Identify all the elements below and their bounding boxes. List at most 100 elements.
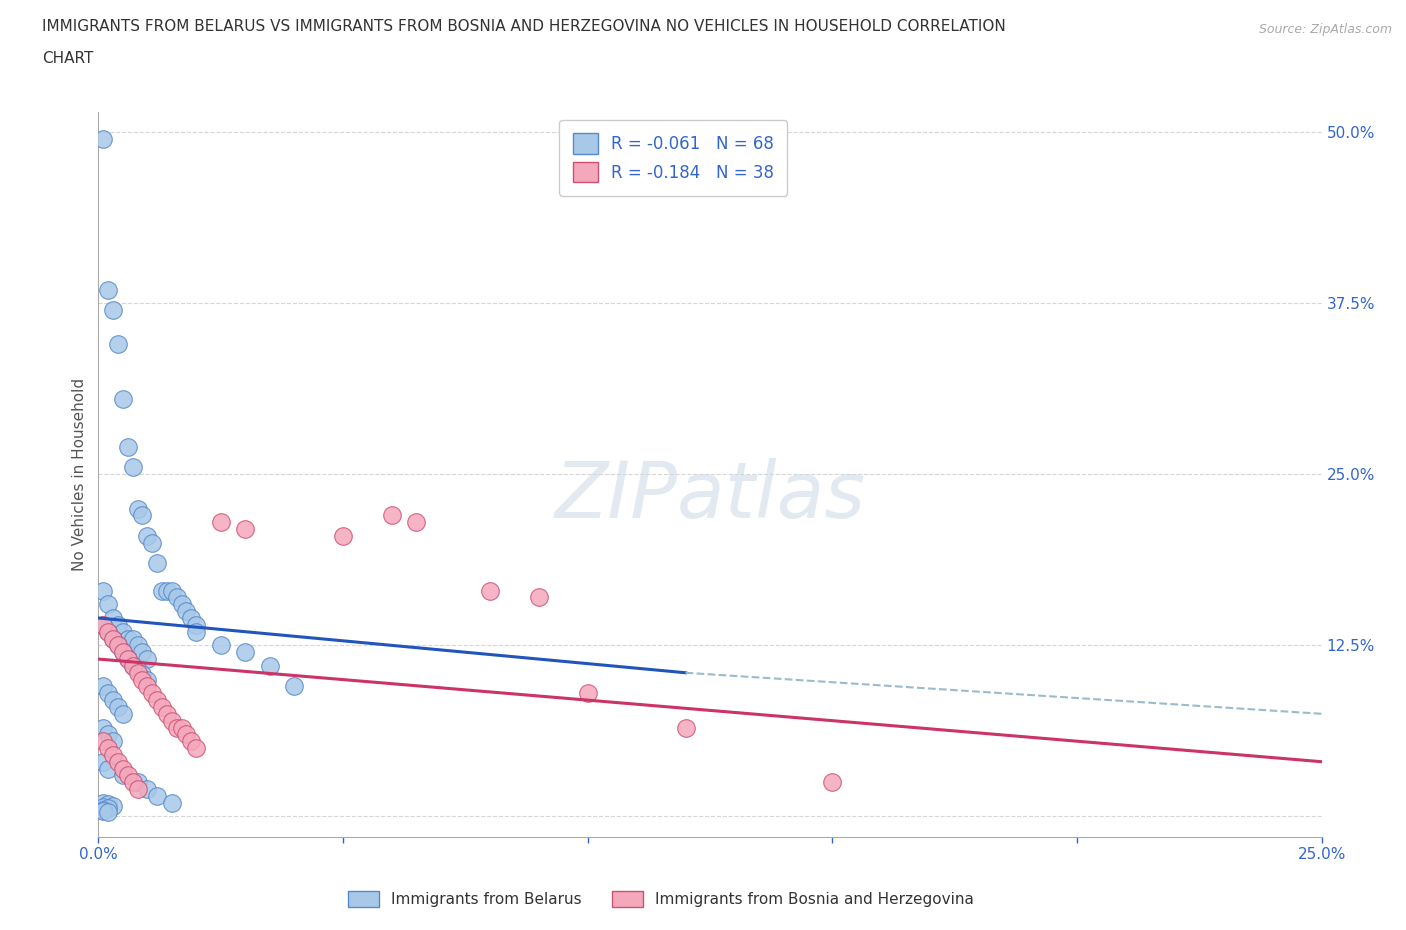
Point (111, 624, 134, 639)
Point (136, 679, 159, 694)
Point (160, 583, 183, 598)
Text: ZIPatlas: ZIPatlas (554, 458, 866, 534)
Point (381, 508, 404, 523)
Point (107, 638, 129, 653)
Point (91, 754, 114, 769)
Point (136, 652, 159, 667)
Point (209, 515, 232, 530)
Point (170, 597, 193, 612)
Point (332, 528, 354, 543)
Point (141, 685, 163, 700)
Point (259, 658, 281, 673)
Point (146, 556, 169, 571)
Point (146, 693, 169, 708)
Point (233, 644, 256, 659)
Point (97, 740, 120, 755)
Point (166, 720, 188, 735)
Point (156, 583, 179, 598)
Point (111, 768, 134, 783)
Point (180, 611, 202, 626)
Point (150, 699, 173, 714)
Y-axis label: No Vehicles in Household: No Vehicles in Household (72, 378, 87, 571)
Point (111, 761, 134, 776)
Point (101, 693, 124, 708)
Point (131, 644, 153, 659)
Point (91, 583, 114, 598)
Point (117, 652, 139, 667)
Point (127, 501, 149, 516)
Point (91, 720, 114, 735)
Point (101, 302, 124, 317)
Point (146, 789, 169, 804)
Point (576, 685, 599, 700)
Point (97, 685, 120, 700)
Point (675, 720, 697, 735)
Point (176, 604, 198, 618)
Point (283, 679, 305, 694)
Point (97, 801, 120, 816)
Point (107, 754, 129, 769)
Text: CHART: CHART (42, 51, 94, 66)
Point (111, 392, 134, 406)
Point (131, 667, 153, 682)
Point (91, 800, 114, 815)
Point (170, 720, 193, 735)
Point (160, 795, 183, 810)
Point (91, 618, 114, 632)
Point (136, 528, 159, 543)
Point (101, 631, 124, 646)
Point (97, 797, 120, 812)
Point (176, 727, 198, 742)
Point (91, 803, 114, 817)
Point (186, 624, 208, 639)
Point (97, 805, 120, 820)
Point (478, 583, 501, 598)
Point (121, 775, 143, 790)
Point (91, 734, 114, 749)
Point (117, 631, 139, 646)
Point (91, 795, 114, 810)
Point (91, 618, 114, 632)
Point (136, 781, 159, 796)
Point (107, 638, 129, 653)
Point (101, 611, 124, 626)
Point (186, 740, 208, 755)
Point (101, 798, 124, 813)
Point (150, 583, 173, 598)
Point (131, 508, 153, 523)
Point (107, 618, 129, 632)
Point (91, 679, 114, 694)
Point (131, 672, 153, 687)
Point (117, 768, 139, 783)
Point (97, 624, 120, 639)
Point (136, 672, 159, 687)
Point (160, 713, 183, 728)
Point (97, 624, 120, 639)
Point (121, 658, 143, 673)
Point (97, 597, 120, 612)
Point (127, 775, 149, 790)
Point (127, 781, 149, 796)
Point (127, 662, 149, 677)
Point (91, 131, 114, 146)
Point (91, 804, 114, 818)
Point (166, 590, 188, 604)
Point (101, 631, 124, 646)
Point (233, 522, 256, 537)
Point (121, 658, 143, 673)
Point (107, 699, 129, 714)
Legend: R = -0.061   N = 68, R = -0.184   N = 38: R = -0.061 N = 68, R = -0.184 N = 38 (560, 120, 787, 195)
Point (111, 707, 134, 722)
Point (97, 761, 120, 776)
Point (180, 734, 202, 749)
Point (127, 665, 149, 680)
Point (527, 590, 550, 604)
Point (117, 652, 139, 667)
Point (97, 282, 120, 297)
Point (821, 775, 844, 790)
Point (101, 748, 124, 763)
Point (156, 707, 179, 722)
Point (117, 440, 139, 455)
Point (97, 727, 120, 742)
Point (209, 638, 232, 653)
